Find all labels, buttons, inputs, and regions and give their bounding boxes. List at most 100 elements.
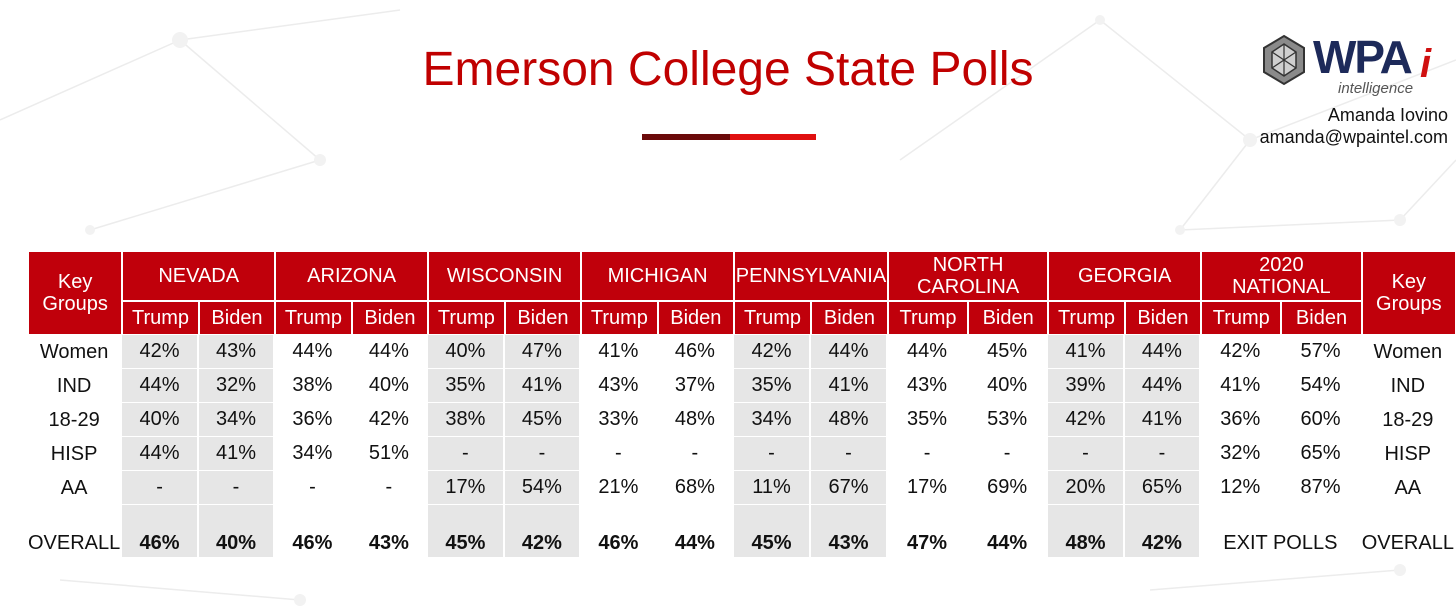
poll-value-cell: 43% [198, 335, 276, 369]
poll-value-cell: 44% [275, 335, 352, 369]
poll-value-cell: 40% [122, 403, 199, 437]
overall-label-right: OVERALL [1361, 505, 1456, 558]
overall-value-cell: 44% [968, 505, 1049, 558]
key-groups-header-right: Key Groups [1361, 251, 1456, 335]
wpa-logo: WPA i intelligence [1258, 30, 1443, 102]
biden-subheader: Biden [198, 301, 276, 335]
poll-value-cell: 43% [581, 369, 658, 403]
poll-value-cell: 17% [428, 471, 505, 505]
poll-value-cell: - [275, 471, 352, 505]
logo-accent-letter: i [1420, 42, 1432, 86]
overall-value-cell: 40% [198, 505, 276, 558]
poll-value-cell: 39% [1048, 369, 1125, 403]
poll-value-cell: 36% [1201, 403, 1282, 437]
poll-value-cell: 46% [657, 335, 735, 369]
title-underline-bright [730, 134, 816, 140]
poll-value-cell: 44% [1124, 335, 1202, 369]
state-header: GEORGIA [1048, 251, 1202, 301]
poll-value-cell: - [504, 437, 582, 471]
poll-value-cell: - [887, 437, 969, 471]
table-row: AA - - - -17% 54% 21% 68% 11% 67% 17% 69% 20% 65% 12% 8… [28, 471, 1456, 505]
trump-subheader: Trump [734, 301, 811, 335]
poll-value-cell: 17% [887, 471, 969, 505]
biden-subheader: Biden [657, 301, 735, 335]
poll-value-cell: 40% [428, 335, 505, 369]
poll-value-cell: 41% [1201, 369, 1282, 403]
poll-value-cell: 33% [581, 403, 658, 437]
biden-subheader: Biden [1124, 301, 1202, 335]
poll-value-cell: 34% [734, 403, 811, 437]
poll-value-cell: 35% [428, 369, 505, 403]
overall-value-cell: 46% [275, 505, 352, 558]
trump-subheader: Trump [428, 301, 505, 335]
group-label: AA [28, 471, 123, 505]
trump-subheader: Trump [1201, 301, 1282, 335]
overall-value-cell: 46% [581, 505, 658, 558]
group-label: 18-29 [28, 403, 123, 437]
poll-value-cell: 38% [428, 403, 505, 437]
group-label: HISP [28, 437, 123, 471]
poll-value-cell: 34% [275, 437, 352, 471]
poll-value-cell: 65% [1281, 437, 1362, 471]
poll-value-cell: 47% [504, 335, 582, 369]
title-underline-dark [642, 134, 730, 140]
poll-value-cell: 20% [1048, 471, 1125, 505]
poll-value-cell: - [657, 437, 735, 471]
poll-value-cell: 48% [811, 403, 888, 437]
poll-value-cell: - [968, 437, 1049, 471]
poll-value-cell: 44% [351, 335, 429, 369]
group-label-right: 18-29 [1361, 403, 1456, 437]
poll-value-cell: 57% [1281, 335, 1362, 369]
overall-value-cell: 43% [351, 505, 429, 558]
group-label-right: IND [1361, 369, 1456, 403]
overall-row: OVERALL 46% 40% 46% 43% 45% 42% 46% 44% 45% 43% 47%… [28, 505, 1456, 558]
poll-value-cell: 42% [734, 335, 811, 369]
overall-value-cell: 47% [887, 505, 969, 558]
poll-value-cell: - [581, 437, 658, 471]
poll-value-cell: 87% [1281, 471, 1362, 505]
poll-value-cell: 67% [811, 471, 888, 505]
page-title: Emerson College State Polls [422, 43, 1034, 96]
poll-value-cell: 36% [275, 403, 352, 437]
group-label: IND [28, 369, 123, 403]
trump-subheader: Trump [887, 301, 969, 335]
state-header: 2020 NATIONAL [1201, 251, 1362, 301]
biden-subheader: Biden [1281, 301, 1362, 335]
gear-sphere-icon [1263, 34, 1305, 86]
overall-value-cell: 44% [657, 505, 735, 558]
poll-value-cell: - [428, 437, 505, 471]
overall-value-cell: 42% [504, 505, 582, 558]
poll-value-cell: 42% [351, 403, 429, 437]
poll-value-cell: 40% [968, 369, 1049, 403]
poll-value-cell: - [198, 471, 276, 505]
poll-value-cell: 21% [581, 471, 658, 505]
poll-value-cell: - [734, 437, 811, 471]
key-groups-header: Key Groups [28, 251, 123, 335]
poll-value-cell: 41% [1124, 403, 1202, 437]
poll-value-cell: 38% [275, 369, 352, 403]
state-header: NORTH CAROLINA [887, 251, 1049, 301]
overall-value-cell: 45% [428, 505, 505, 558]
exit-polls-note: EXIT POLLS [1201, 505, 1362, 558]
poll-value-cell: 54% [504, 471, 582, 505]
poll-value-cell: 41% [1048, 335, 1125, 369]
biden-subheader: Biden [811, 301, 888, 335]
poll-value-cell: 44% [811, 335, 888, 369]
poll-value-cell: 54% [1281, 369, 1362, 403]
poll-value-cell: 60% [1281, 403, 1362, 437]
poll-value-cell: 44% [122, 437, 199, 471]
poll-value-cell: 35% [734, 369, 811, 403]
state-header: WISCONSIN [428, 251, 582, 301]
group-label-right: AA [1361, 471, 1456, 505]
poll-value-cell: 40% [351, 369, 429, 403]
table-row: HISP 44% 41% 34% 51% - - - - - - - - - -32% 65% HISP [28, 437, 1456, 471]
poll-value-cell: 51% [351, 437, 429, 471]
poll-value-cell: 53% [968, 403, 1049, 437]
poll-value-cell: 48% [657, 403, 735, 437]
poll-table-body: Women 42% 43% 44% 44% 40% 47% 41% 46% 42% 44% 44% 45… [28, 335, 1456, 558]
poll-value-cell: 35% [887, 403, 969, 437]
logo-brand-text: WPA [1313, 31, 1413, 83]
poll-value-cell: - [1048, 437, 1125, 471]
poll-value-cell: 69% [968, 471, 1049, 505]
